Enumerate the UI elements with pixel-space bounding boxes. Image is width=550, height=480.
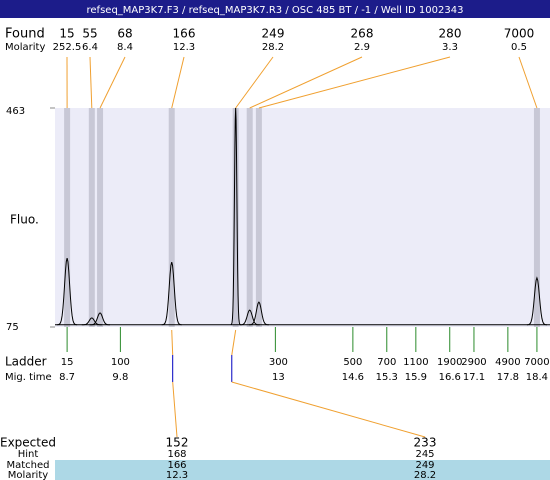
ladder-time: 18.4 [526,372,548,383]
peak-trace [90,312,111,326]
peak-band [64,108,71,327]
expected-connector [231,381,426,438]
peak-band [88,108,95,327]
peak-molarity: 3.3 [442,42,458,53]
ladder-size: 500 [343,357,362,368]
peak-size: 68 [117,27,132,41]
plot-area [55,108,550,327]
peak-trace [57,258,78,326]
peak-molarity: 252.5 [53,42,82,53]
expected-molarity-label: Molarity [8,470,48,480]
matched-molarity: 28.2 [414,470,436,480]
ladder-time: 13 [272,372,285,383]
expected-size: 233 [414,436,437,450]
peak-band [533,108,540,327]
peak-trace [248,301,269,326]
matched-label: Matched [6,460,49,471]
peak-molarity: 8.4 [117,42,133,53]
peak-band [168,108,175,327]
peak-trace [161,261,182,326]
peak-size: 166 [173,27,196,41]
ladder-size: 1100 [403,357,428,368]
ladder-size: 7000 [524,357,549,368]
ladder-time: 17.1 [463,372,485,383]
peak-connector [99,56,126,109]
peak-trace [239,309,260,326]
matched-molarity: 12.3 [166,470,188,480]
peak-connector [89,56,93,109]
ladder-size: 4900 [495,357,520,368]
peak-size: 55 [82,27,97,41]
mig-time-label: Mig. time [5,372,52,383]
peak-molarity: 6.4 [82,42,98,53]
peak-molarity: 2.9 [354,42,370,53]
ladder-size: 100 [111,357,130,368]
ladder-size: 15 [61,357,74,368]
molarity-label: Molarity [5,42,45,53]
ladder-size: 1900 [437,357,462,368]
matched-band [55,460,550,480]
matched-size: 249 [415,460,434,471]
peak-size: 7000 [504,27,535,41]
ladder-size: 2900 [461,357,486,368]
y-label: Fluo. [10,213,39,227]
peak-trace [230,107,241,326]
peak-size: 15 [59,27,74,41]
match-connector [231,329,237,356]
hint-label: Hint [18,449,39,460]
match-connector [171,329,174,356]
hint-size: 245 [415,449,434,460]
title-bar [0,0,550,18]
y-tick-label: 75 [6,322,19,333]
peak-molarity: 12.3 [173,42,195,53]
ladder-size: 700 [377,357,396,368]
ladder-time: 16.6 [439,372,461,383]
peak-band [97,108,104,327]
peak-size: 280 [439,27,462,41]
ladder-time: 15.3 [376,372,398,383]
y-tick-label: 463 [6,106,25,117]
expected-connector [172,381,178,438]
peak-connector [235,56,274,109]
ladder-time: 14.6 [342,372,364,383]
peak-connector [518,56,538,109]
ladder-time: 8.7 [59,372,75,383]
peak-size: 249 [262,27,285,41]
ladder-label: Ladder [5,355,47,369]
ladder-time: 15.9 [405,372,427,383]
matched-size: 166 [167,460,186,471]
peak-band [255,108,262,327]
peak-connector [171,56,185,109]
ladder-time: 17.8 [497,372,519,383]
ladder-time: 9.8 [112,372,128,383]
hint-size: 168 [167,449,186,460]
ladder-size: 300 [269,357,288,368]
peak-band [232,108,239,327]
expected-size: 152 [166,436,189,450]
peak-molarity: 28.2 [262,42,284,53]
title: refseq_MAP3K7.F3 / refseq_MAP3K7.R3 / OS… [87,5,464,16]
peak-connector [258,56,451,109]
peak-band [246,108,253,327]
peak-size: 268 [351,27,374,41]
peak-molarity: 0.5 [511,42,527,53]
found-label: Found [5,27,45,42]
expected-label: Expected [0,436,56,450]
peak-trace [81,317,102,326]
peak-connector [249,56,363,109]
peak-trace [526,276,547,326]
